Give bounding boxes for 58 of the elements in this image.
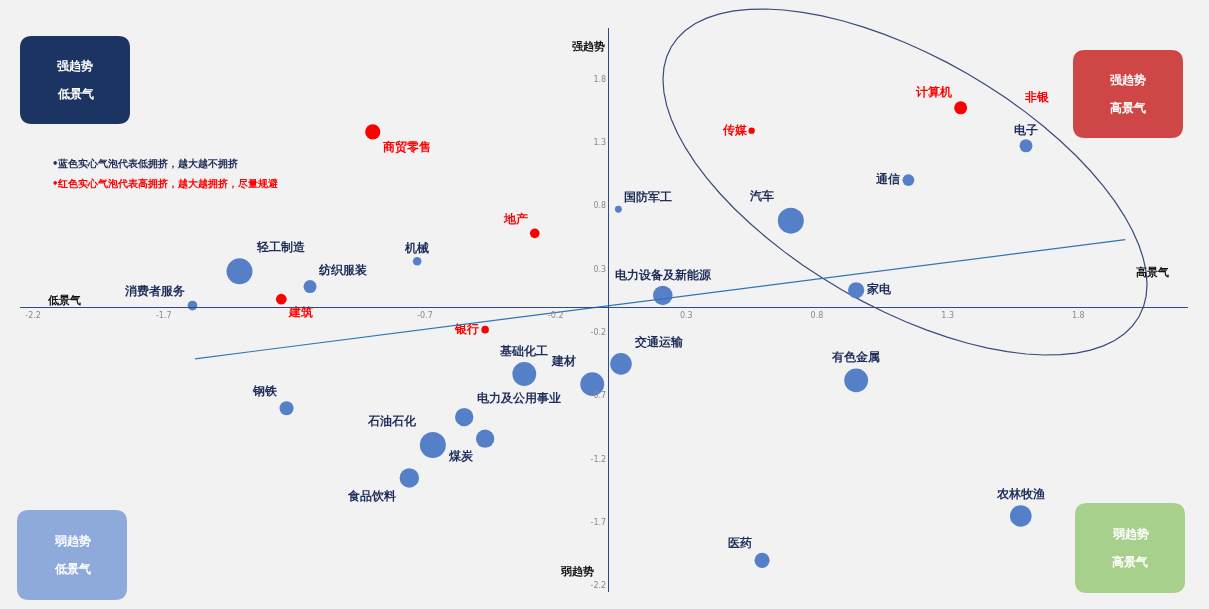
data-label: 轻工制造 <box>255 240 306 255</box>
data-label: 石油石化 <box>366 413 417 428</box>
data-label: 钢铁 <box>251 384 278 399</box>
data-label: 基础化工 <box>499 344 549 359</box>
annotation: 低景气 <box>54 562 91 576</box>
x-tick-label: -1.7 <box>155 310 172 320</box>
annotation: 弱趋势 <box>1112 527 1149 541</box>
y-tick-label: -2.2 <box>590 581 607 591</box>
x-tick-label: -0.2 <box>547 310 564 320</box>
data-label: 建材 <box>551 354 577 369</box>
data-label: 汽车 <box>748 189 774 204</box>
y-tick-label: -1.7 <box>590 518 607 528</box>
annotation: 低景气 <box>57 87 94 101</box>
y-tick-label: -0.2 <box>590 327 607 337</box>
data-label: 消费者服务 <box>124 284 186 299</box>
data-label: 国防军工 <box>623 189 672 204</box>
data-label: 家电 <box>866 282 893 297</box>
y-tick-label: 0.8 <box>593 201 607 211</box>
data-label: 传媒 <box>721 122 748 137</box>
annotation: 非银 <box>1024 90 1050 104</box>
annotation: 弱趋势 <box>54 534 91 548</box>
annotation: 低景气 <box>47 294 81 307</box>
data-label: 有色金属 <box>831 350 881 365</box>
y-tick-label: 0.3 <box>593 264 607 274</box>
annotation: 弱趋势 <box>560 565 594 578</box>
x-tick-label: -0.7 <box>417 310 433 320</box>
annotation: 强趋势 <box>57 59 93 73</box>
x-tick-label: 1.3 <box>941 310 954 320</box>
annotation: 高景气 <box>1110 101 1146 115</box>
annotation: 高景气 <box>1112 555 1148 569</box>
annotation: 强趋势 <box>1110 73 1146 87</box>
y-tick-label: -0.7 <box>590 391 607 401</box>
data-label: 通信 <box>874 172 900 187</box>
annotation: 高景气 <box>1136 266 1169 279</box>
x-tick-label: -2.2 <box>25 310 41 320</box>
y-tick-label: 1.3 <box>593 137 607 147</box>
x-tick-label: 0.3 <box>679 310 693 320</box>
data-label: 煤炭 <box>447 449 474 464</box>
annotation: •红色实心气泡代表高拥挤，越大越拥挤，尽量规避 <box>52 178 280 189</box>
data-label: 银行 <box>454 321 480 336</box>
annotation: •蓝色实心气泡代表低拥挤，越大越不拥挤 <box>52 158 239 169</box>
x-tick-label: 1.8 <box>1071 310 1085 320</box>
y-tick-label: -1.2 <box>590 454 607 464</box>
data-label: 计算机 <box>914 84 952 99</box>
data-label: 机械 <box>404 240 430 255</box>
data-label: 医药 <box>727 535 752 550</box>
data-label: 纺织服装 <box>318 263 369 278</box>
data-label: 农林牧渔 <box>995 487 1045 502</box>
data-label: 交通运输 <box>634 335 685 350</box>
x-tick-label: 0.8 <box>810 310 824 320</box>
annotation: 强趋势 <box>572 40 605 53</box>
data-label: 食品饮料 <box>347 489 397 504</box>
data-label: 地产 <box>502 212 528 227</box>
data-label: 电力设备及新能源 <box>614 268 712 283</box>
data-label: 电力及公用事业 <box>476 390 561 405</box>
y-tick-label: 1.8 <box>593 74 607 84</box>
data-label: 电子 <box>1014 122 1038 137</box>
data-label: 商贸零售 <box>382 140 432 155</box>
